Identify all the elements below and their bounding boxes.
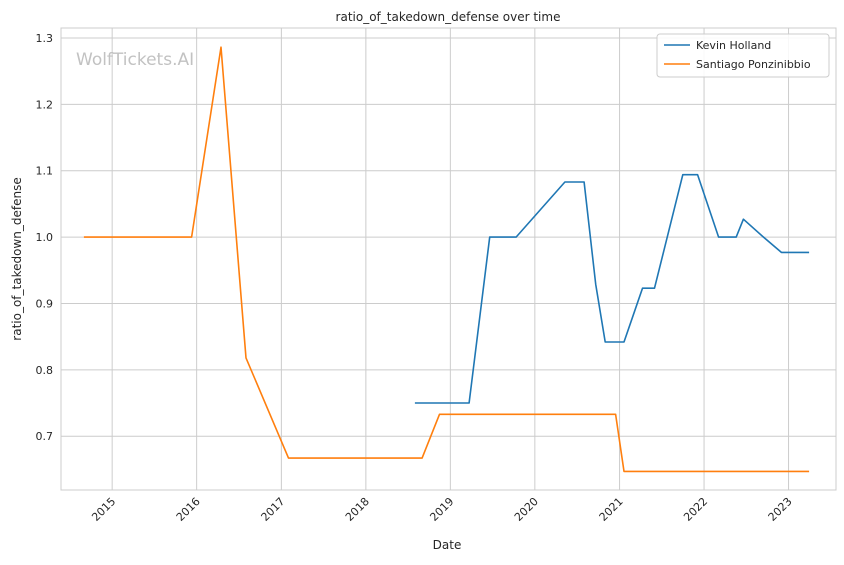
x-tick-label-2018: 2018 — [343, 495, 372, 524]
y-tick-label-1.3: 1.3 — [36, 32, 54, 45]
y-tick-label-0.9: 0.9 — [36, 297, 54, 310]
grid-lines — [61, 28, 836, 490]
x-tick-label-2019: 2019 — [427, 495, 456, 524]
x-tick-label-2022: 2022 — [681, 495, 710, 524]
series-line-kevin-holland — [414, 173, 810, 404]
chart-title: ratio_of_takedown_defense over time — [336, 10, 561, 24]
y-tick-label-1.1: 1.1 — [36, 165, 54, 178]
x-tick-label-2017: 2017 — [259, 495, 288, 524]
y-axis-label: ratio_of_takedown_defense — [10, 177, 24, 340]
y-tick-label-1.0: 1.0 — [36, 231, 54, 244]
y-tick-label-0.7: 0.7 — [36, 430, 54, 443]
x-tick-label-2020: 2020 — [512, 495, 541, 524]
x-tick-label-2021: 2021 — [597, 495, 626, 524]
series-lines — [83, 46, 810, 473]
plot-frame — [60, 27, 837, 491]
y-tick-label-0.8: 0.8 — [36, 364, 54, 377]
plot-area — [61, 28, 836, 490]
x-tick-label-2023: 2023 — [766, 495, 795, 524]
x-tick-label-2016: 2016 — [174, 495, 203, 524]
legend-label-kevin-holland: Kevin Holland — [696, 39, 771, 52]
x-axis-label: Date — [433, 538, 462, 552]
y-tick-label-1.2: 1.2 — [36, 98, 54, 111]
series-line-santiago-ponzinibbio — [83, 46, 810, 473]
x-tick-label-2015: 2015 — [89, 495, 118, 524]
legend-box — [656, 33, 830, 78]
legend: Kevin Holland Santiago Ponzinibbio — [656, 33, 830, 78]
watermark: WolfTickets.AI — [76, 50, 194, 70]
legend-label-santiago-ponzinibbio: Santiago Ponzinibbio — [696, 58, 811, 71]
